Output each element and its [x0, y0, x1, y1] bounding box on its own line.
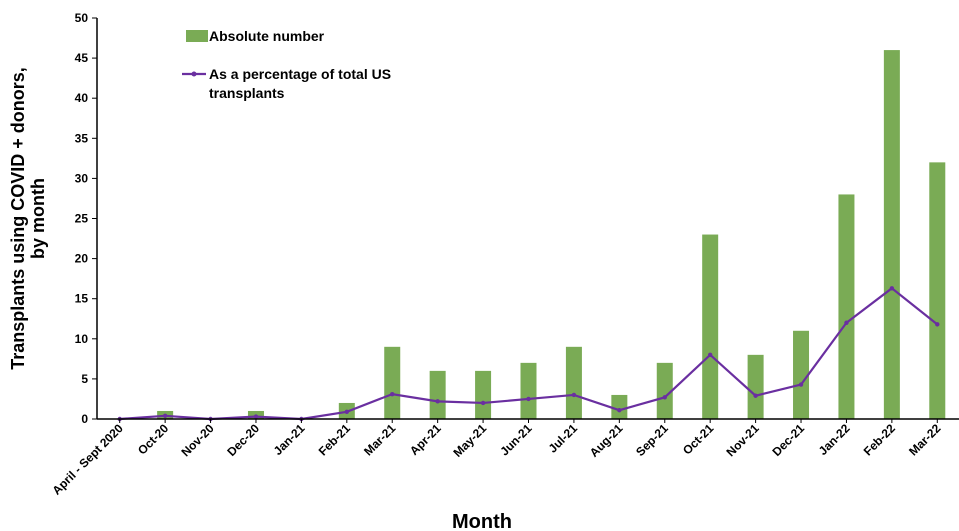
- percentage-point-dec-21: [798, 382, 804, 387]
- bar-may-21: [475, 370, 492, 419]
- y-ticks: 0 5 10 15 20 25 30 35 40 45 50: [75, 11, 97, 426]
- bar-feb-22: [883, 50, 900, 420]
- x-tick-label: Jan-22: [816, 421, 853, 458]
- x-tick-label: Apr-21: [407, 421, 444, 458]
- x-tick-label: Aug-21: [587, 421, 626, 460]
- legend-bar-swatch: [186, 30, 208, 42]
- x-tick-label: Feb-22: [861, 421, 898, 458]
- legend-line-marker: [191, 71, 197, 77]
- x-tick-label: Nov-21: [724, 421, 762, 459]
- bar-apr-21: [429, 370, 446, 419]
- legend-label-percentage: As a percentage of total US transplants: [209, 66, 391, 101]
- bar-aug-21: [611, 394, 628, 419]
- x-tick-label: Mar-21: [361, 421, 398, 458]
- percentage-point-may-21: [480, 400, 486, 406]
- percentage-point-feb-22: [889, 286, 895, 291]
- y-tick-label: 45: [75, 51, 89, 65]
- y-axis-title-line: by month: [28, 178, 48, 259]
- percentage-point-dec-20: [253, 414, 259, 419]
- percentage-point-aug-21: [617, 407, 622, 413]
- y-tick-label: 0: [81, 412, 88, 426]
- x-tick-label: Jun-21: [497, 421, 534, 458]
- percentage-point-oct-21: [707, 352, 713, 358]
- percentage-point-mar-21: [390, 391, 395, 397]
- bar-jun-21: [520, 362, 537, 419]
- y-tick-label: 50: [75, 11, 89, 25]
- x-tick-label: Mar-22: [906, 421, 943, 458]
- percentage-point-feb-21: [344, 409, 350, 414]
- bars: [157, 50, 946, 420]
- x-tick-label: Jan-21: [271, 421, 308, 458]
- percentage-point-jan-22: [844, 320, 849, 325]
- y-axis-title-text: Transplants using COVID + donors,by mont…: [8, 67, 48, 370]
- x-tick-label: Sep-21: [633, 421, 671, 459]
- bar-dec-21: [793, 330, 810, 419]
- percentage-point-oct-20: [162, 413, 168, 418]
- y-tick-label: 15: [75, 292, 89, 306]
- x-tick-label: Jul-21: [546, 421, 581, 456]
- x-tick-label: April - Sept 2020: [49, 421, 126, 498]
- percentage-point-mar-22: [935, 322, 940, 327]
- percentage-point-jul-21: [571, 392, 577, 398]
- y-tick-label: 10: [75, 332, 89, 346]
- line-series: [117, 286, 940, 422]
- percentage-point-apr-21: [435, 399, 440, 404]
- x-tick-label: May-21: [451, 421, 490, 460]
- legend-label-line: transplants: [209, 85, 285, 101]
- y-tick-label: 35: [75, 131, 89, 145]
- y-tick-label: 40: [75, 91, 89, 105]
- x-tick-label: Oct-20: [135, 421, 172, 458]
- percentage-point-jun-21: [526, 396, 531, 402]
- bar-mar-21: [384, 346, 401, 419]
- x-tick-label: Nov-20: [178, 421, 216, 459]
- legend-label-absolute: Absolute number: [209, 28, 325, 44]
- x-ticks: April - Sept 2020 Oct-20 Nov-20 Dec-20 Jan-2…: [49, 419, 944, 498]
- x-tick-label: Dec-20: [224, 421, 262, 459]
- percentage-point-nov-21: [753, 393, 758, 398]
- y-axis-title: Transplants using COVID + donors,by mont…: [8, 67, 48, 370]
- y-tick-label: 20: [75, 252, 89, 266]
- x-tick-label: Feb-21: [316, 421, 353, 458]
- bar-jan-22: [838, 194, 855, 419]
- legend-label-line: As a percentage of total US: [209, 66, 391, 82]
- x-tick-label: Oct-21: [680, 421, 717, 458]
- bar-oct-21: [702, 234, 719, 419]
- bar-sep-21: [656, 362, 673, 419]
- bar-nov-21: [747, 354, 764, 419]
- y-tick-label: 30: [75, 171, 89, 185]
- bar-mar-22: [929, 162, 946, 420]
- y-axis-title-line: Transplants using COVID + donors,: [8, 67, 28, 370]
- x-axis-title: Month: [452, 511, 512, 531]
- legend: Absolute number As a percentage of total …: [182, 28, 391, 101]
- percentage-point-sep-21: [662, 395, 667, 400]
- y-tick-label: 25: [75, 212, 89, 226]
- y-tick-label: 5: [81, 372, 88, 386]
- x-tick-label: Dec-21: [769, 421, 807, 459]
- bar-jul-21: [565, 346, 582, 419]
